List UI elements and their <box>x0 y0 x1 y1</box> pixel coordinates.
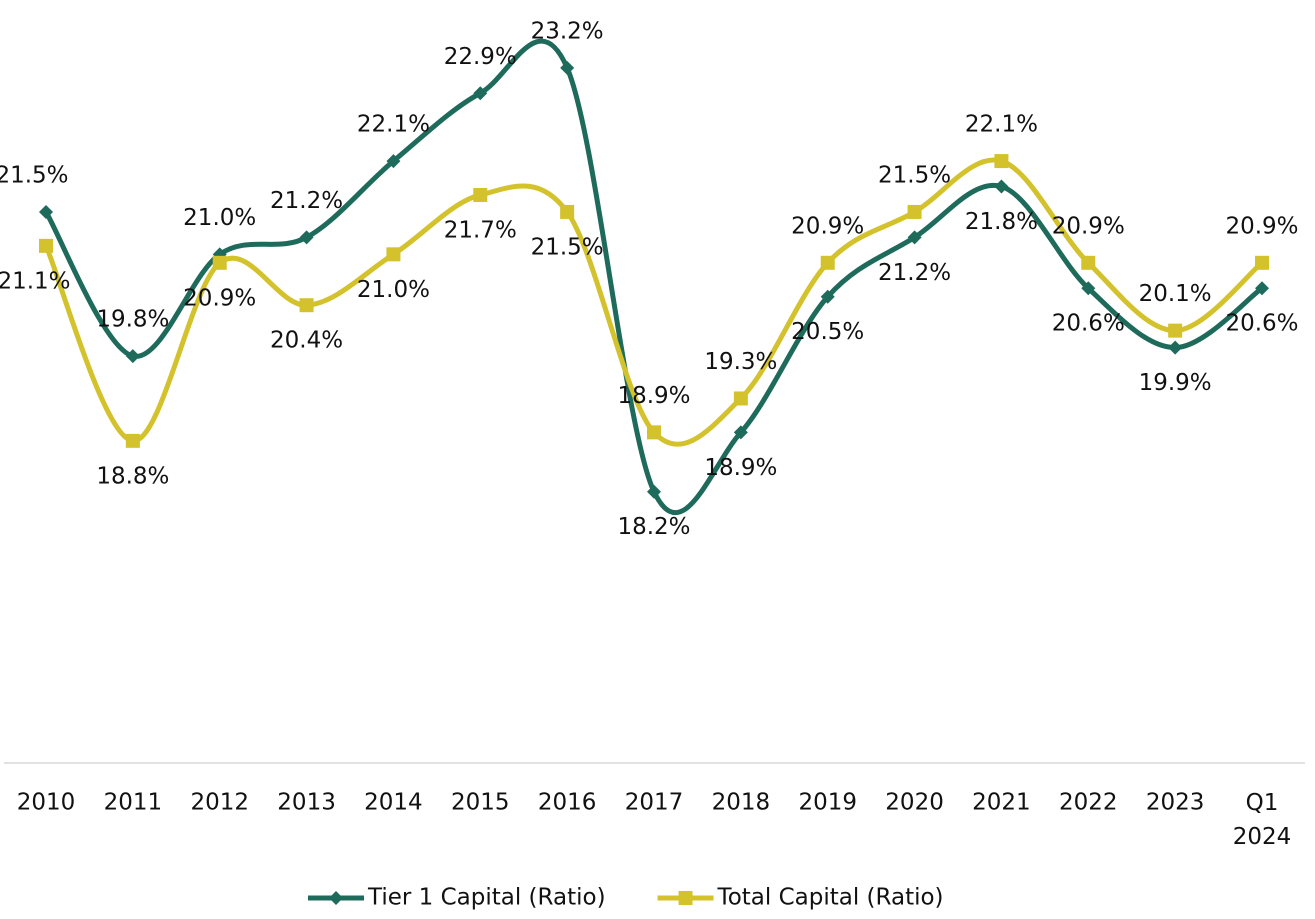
legend-label: Total Capital (Ratio) <box>717 885 944 911</box>
x-tick-label: 2017 <box>625 790 684 816</box>
point-marker <box>733 391 748 406</box>
data-label: 22.9% <box>444 44 517 70</box>
point-marker <box>647 425 661 440</box>
x-tick-label: 2012 <box>190 790 249 816</box>
x-tick-label: 2020 <box>885 790 944 816</box>
point-marker <box>994 154 1009 169</box>
data-label: 22.1% <box>965 112 1038 138</box>
point-marker <box>125 349 140 364</box>
data-label: 20.9% <box>791 213 864 239</box>
data-label: 21.8% <box>965 209 1038 235</box>
data-label: 21.5% <box>878 162 951 188</box>
data-label: 18.8% <box>96 463 169 489</box>
x-tick-label: 2014 <box>364 790 423 816</box>
x-tick-label: 2010 <box>17 790 76 816</box>
point-marker <box>820 255 835 270</box>
data-label: 20.9% <box>1052 213 1125 239</box>
x-tick-label: 2016 <box>538 790 597 816</box>
data-label: 20.9% <box>1225 213 1298 239</box>
point-marker <box>473 86 488 101</box>
point-marker <box>907 204 922 219</box>
x-tick-label: 2015 <box>451 790 510 816</box>
data-label: 20.9% <box>183 285 256 311</box>
point-marker <box>994 179 1009 194</box>
data-label: 21.1% <box>0 268 71 294</box>
x-tick-label: 2013 <box>277 790 336 816</box>
point-marker <box>560 60 575 75</box>
point-marker <box>39 204 53 219</box>
data-label: 21.0% <box>357 277 430 303</box>
data-label: 18.9% <box>617 383 690 409</box>
data-label: 21.5% <box>531 234 604 260</box>
point-marker <box>820 289 835 304</box>
data-label: 23.2% <box>531 18 604 44</box>
data-label: 20.6% <box>1052 311 1125 337</box>
point-marker <box>907 230 922 245</box>
x-tick-label: 2022 <box>1059 790 1118 816</box>
data-label: 19.9% <box>1139 370 1212 396</box>
point-marker <box>560 204 575 219</box>
point-marker <box>386 247 401 262</box>
series-line <box>43 38 1264 516</box>
x-tick-label: 2018 <box>712 790 771 816</box>
point-marker <box>1255 255 1269 270</box>
data-label: 21.0% <box>183 205 256 231</box>
data-label: 20.4% <box>270 328 343 354</box>
data-label: 20.1% <box>1139 281 1212 307</box>
x-tick-label: 2019 <box>798 790 857 816</box>
data-label: 21.5% <box>0 162 69 188</box>
x-tick-label: 2023 <box>1146 790 1205 816</box>
data-label: 18.9% <box>704 455 777 481</box>
data-label: 19.3% <box>704 349 777 375</box>
x-tick-label: Q1 2024 <box>1233 790 1292 850</box>
data-label: 21.7% <box>444 217 517 243</box>
point-marker <box>386 154 401 169</box>
legend-marker <box>329 891 343 905</box>
point-marker <box>39 238 53 253</box>
point-marker <box>1255 281 1269 296</box>
point-marker <box>647 484 661 499</box>
data-label: 21.2% <box>878 260 951 286</box>
point-marker <box>125 433 140 448</box>
data-label: 20.6% <box>1225 311 1298 337</box>
data-label: 19.8% <box>96 307 169 333</box>
point-marker <box>733 425 748 440</box>
x-tick-label: 2021 <box>972 790 1031 816</box>
x-tick-label: 2011 <box>104 790 163 816</box>
point-marker <box>299 230 314 245</box>
point-marker <box>1168 323 1183 338</box>
point-marker <box>212 247 227 262</box>
legend-label: Tier 1 Capital (Ratio) <box>367 885 606 911</box>
series-line <box>43 157 1264 447</box>
point-marker <box>473 187 488 202</box>
point-marker <box>1168 340 1183 355</box>
data-label: 22.1% <box>357 112 430 138</box>
point-marker <box>212 255 227 270</box>
data-label: 21.2% <box>270 188 343 214</box>
legend-marker <box>678 891 693 905</box>
data-label: 20.5% <box>791 319 864 345</box>
data-label: 18.2% <box>617 514 690 540</box>
point-marker <box>299 298 314 313</box>
point-marker <box>1081 281 1096 296</box>
point-marker <box>1081 255 1096 270</box>
